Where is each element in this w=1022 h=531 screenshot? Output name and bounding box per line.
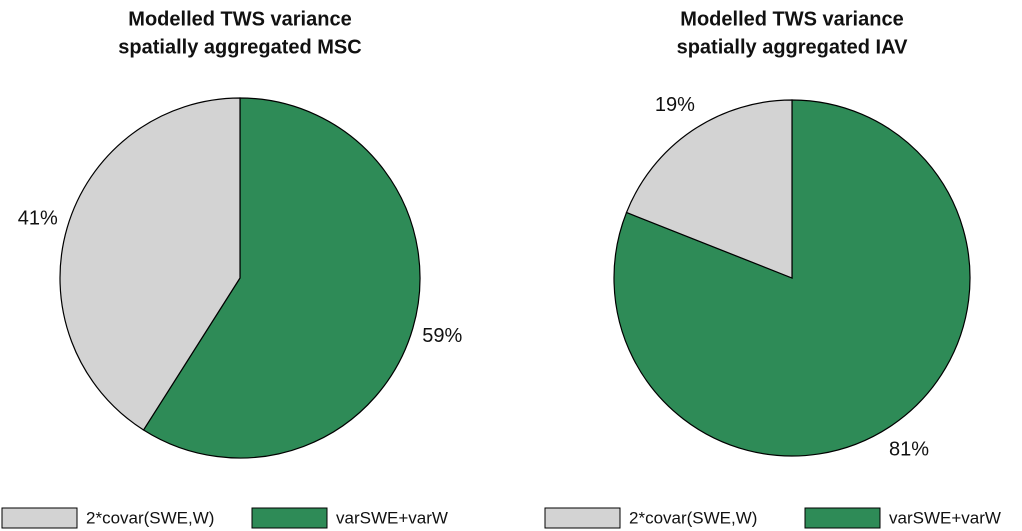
legend-swatch <box>804 507 881 529</box>
data-label: 41% <box>18 208 58 230</box>
legend-swatch <box>1 507 78 529</box>
pie-slice <box>613 99 971 457</box>
legend-swatch <box>544 507 621 529</box>
data-label: 19% <box>655 94 695 116</box>
pie-slice <box>625 99 793 279</box>
chart-title: Modelled TWS variance <box>128 8 351 30</box>
data-label: 59% <box>422 325 462 347</box>
legend-swatch <box>251 507 328 529</box>
chart-subtitle: spatially aggregated IAV <box>677 36 908 58</box>
pie-slice <box>59 97 241 431</box>
legend-label: 2*covar(SWE,W) <box>629 508 757 527</box>
data-label: 81% <box>889 439 929 461</box>
legend-label: varSWE+varW <box>336 508 448 527</box>
pie-slice <box>142 97 421 459</box>
chart-subtitle: spatially aggregated MSC <box>118 36 361 58</box>
legend-label: 2*covar(SWE,W) <box>86 508 214 527</box>
chart-title: Modelled TWS variance <box>680 8 903 30</box>
legend-label: varSWE+varW <box>889 508 1001 527</box>
